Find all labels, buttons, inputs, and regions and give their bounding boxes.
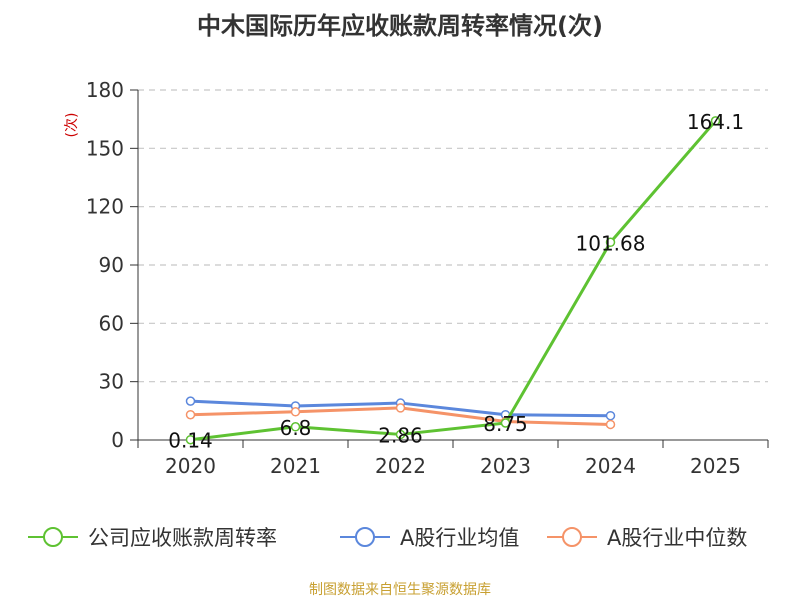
y-tick-label: 120 (86, 195, 124, 219)
x-tick-label-2025: 2025 (690, 454, 741, 478)
data-point-2-2024 (605, 419, 616, 430)
y-tick-label: 60 (99, 311, 124, 335)
legend-label-2: A股行业中位数 (607, 526, 747, 550)
data-point-2-2020 (185, 409, 196, 420)
y-tick-label: 0 (111, 428, 124, 452)
legend-marker-2 (562, 527, 582, 547)
data-label-2022: 2.86 (378, 423, 423, 447)
data-label-2020: 0.14 (168, 429, 213, 453)
series-line-0 (190, 119, 717, 442)
y-axis-label: (次) (64, 113, 80, 138)
data-point-0-2025 (710, 116, 721, 126)
data-labels: 0.14 6.8 2.86 8.75 101.68 164.1 (168, 110, 744, 453)
data-point-1-2024 (605, 410, 616, 421)
data-point-0-2021 (290, 422, 301, 432)
legend: 公司应收账款周转率 A股行业均值 A股行业中位数 (28, 526, 747, 550)
data-label-2021: 6.8 (280, 416, 312, 440)
data-point-0-2022 (395, 429, 406, 440)
data-label-2024: 101.68 (576, 231, 646, 255)
data-point-0-2024 (605, 237, 616, 248)
chart-title: 中木国际历年应收账款周转率情况(次) (197, 12, 603, 40)
data-label-2025: 164.1 (687, 110, 744, 134)
x-tick-label-2021: 2021 (270, 454, 321, 478)
source-note: 制图数据来自恒生聚源数据库 (309, 582, 491, 598)
data-point-0-2020 (185, 434, 196, 445)
x-tick-label-2023: 2023 (480, 454, 531, 478)
legend-marker-1 (355, 527, 375, 547)
x-tick-label-2020: 2020 (165, 454, 216, 478)
y-tick-label: 30 (99, 370, 124, 394)
axes: 0 30 60 90 120 150 180 2020 2021 2022 2023 2024 2025 (86, 78, 769, 478)
data-point-0-2023 (500, 418, 511, 428)
gridlines (138, 89, 768, 383)
legend-label-0: 公司应收账款周转率 (88, 526, 277, 550)
data-point-1-2020 (185, 396, 196, 406)
y-tick-label: 150 (86, 136, 124, 160)
data-point-2-2022 (395, 403, 406, 413)
data-point-2-2021 (290, 407, 301, 417)
y-tick-label: 180 (86, 78, 124, 102)
legend-marker-0 (43, 527, 63, 547)
x-tick-label-2022: 2022 (375, 454, 426, 478)
x-tick-label-2024: 2024 (585, 454, 636, 478)
legend-label-1: A股行业均值 (400, 526, 519, 550)
y-tick-label: 90 (99, 253, 124, 277)
data-label-2023: 8.75 (483, 412, 528, 436)
series (185, 116, 721, 445)
